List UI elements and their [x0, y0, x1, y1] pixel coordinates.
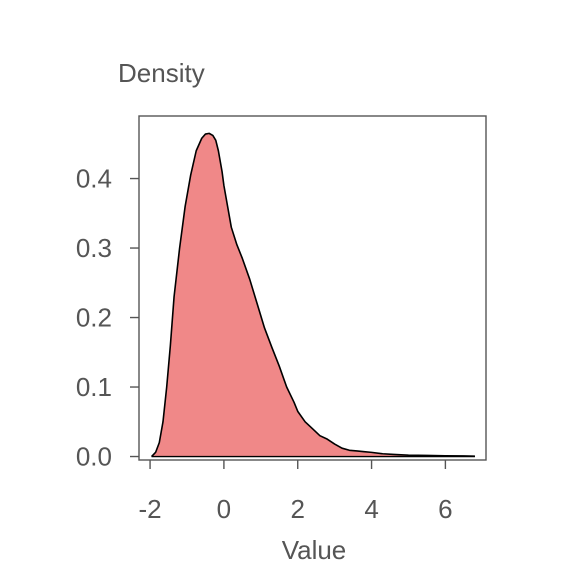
y-tick-label: 0.0 — [76, 442, 112, 472]
plot-frame — [138, 115, 487, 461]
x-tick-label: 4 — [364, 494, 378, 524]
y-tick-label: 0.3 — [76, 233, 112, 263]
x-tick-label: -2 — [139, 494, 162, 524]
y-tick-label: 0.4 — [76, 164, 112, 194]
x-tick-label: 2 — [290, 494, 304, 524]
density-area — [151, 133, 475, 457]
x-tick-label: 0 — [217, 494, 231, 524]
y-axis-title: Density — [118, 58, 205, 88]
x-axis-title: Value — [282, 535, 347, 565]
plot-area: -2 0 2 4 6 0.0 0.1 0.2 0.3 0.4 — [76, 115, 487, 524]
y-tick-label: 0.2 — [76, 303, 112, 333]
x-tick-label: 6 — [438, 494, 452, 524]
density-line — [150, 132, 475, 458]
y-tick-label: 0.1 — [76, 372, 112, 402]
